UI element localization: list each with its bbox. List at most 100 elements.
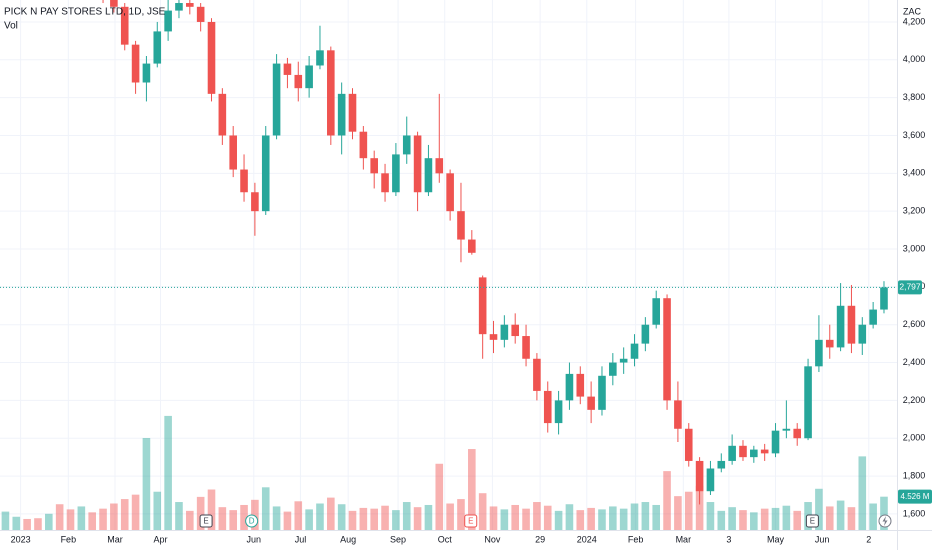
candle-body [229, 135, 237, 170]
volume-bar [370, 508, 378, 530]
x-tick-label: Aug [340, 534, 356, 544]
y-tick-label: 1,600 [903, 508, 926, 518]
volume-pane [1, 415, 888, 530]
volume-bar [348, 510, 357, 530]
y-tick-label: 2,200 [903, 395, 926, 405]
x-tick-label: 2023 [11, 534, 31, 544]
volume-bar [88, 512, 96, 530]
candle-body [815, 339, 823, 367]
candle-body [435, 158, 444, 174]
volume-bar [120, 499, 129, 530]
event-badge [805, 514, 819, 528]
volume-bar [392, 510, 400, 530]
x-tick-label: Oct [438, 534, 453, 544]
x-tick-label: Mar [676, 534, 692, 544]
volume-bar [164, 415, 172, 530]
volume-bar [218, 507, 227, 530]
x-tick-label: Sep [390, 534, 406, 544]
volume-bar [684, 491, 693, 530]
x-tick-label: 3 [726, 534, 731, 544]
volume-bar [316, 503, 324, 530]
event-label: E [203, 517, 208, 526]
event-marker[interactable]: D [245, 514, 259, 528]
candle-body [522, 336, 530, 359]
volume-bar [869, 503, 877, 530]
candle-body [294, 74, 303, 89]
chart-title: PICK N PAY STORES LTD, 1D, JSE [4, 7, 166, 18]
alert-icon[interactable] [878, 514, 892, 528]
volume-bar [750, 512, 758, 530]
volume-bar [609, 506, 617, 530]
x-tick-label: Jul [295, 534, 307, 544]
volume-bar [598, 509, 606, 530]
x-tick-label: May [767, 534, 785, 544]
candle-body [739, 445, 747, 458]
candle-body [652, 298, 661, 325]
volume-bar [337, 504, 346, 530]
y-tick-label: 3,600 [903, 130, 926, 140]
x-tick-label: Feb [61, 534, 77, 544]
volume-bar [739, 510, 747, 530]
volume-bar [66, 509, 75, 530]
candle-body [240, 169, 248, 193]
last-volume-label: 4.526 M [901, 492, 930, 501]
x-tick-label: 2 [866, 534, 871, 544]
event-badge [464, 514, 478, 528]
candle-body [533, 358, 541, 391]
candle-body [554, 400, 563, 424]
x-tick-label: Jun [815, 534, 830, 544]
volume-bar [424, 504, 433, 530]
y-tick-label: 3,000 [903, 243, 926, 253]
volume-bar [23, 518, 31, 530]
y-tick-label: 4,000 [903, 54, 926, 64]
candle-body [674, 400, 682, 429]
y-tick-label: 2,400 [903, 357, 926, 367]
y-tick-label: 2,000 [903, 433, 926, 443]
candle-body [576, 373, 585, 397]
candle-body [695, 460, 704, 492]
volume-bar [1, 511, 10, 530]
volume-bar [468, 449, 476, 530]
candle-body [641, 324, 650, 344]
candle-body [337, 93, 346, 136]
volume-bar [12, 516, 21, 530]
volume-bar [793, 510, 802, 530]
volume-label: Vol [4, 21, 18, 32]
volume-bar [229, 510, 237, 530]
candle-body [457, 211, 465, 240]
currency-label: ZAC [903, 6, 922, 16]
candle-body [175, 3, 183, 11]
volume-bar [110, 503, 118, 530]
candle-body [500, 324, 509, 340]
candle-body [120, 6, 129, 45]
candle-body [565, 373, 574, 401]
price-pane [0, 0, 897, 505]
volume-bar [674, 496, 682, 530]
event-marker[interactable]: E [199, 514, 213, 528]
event-marker[interactable]: E [464, 514, 478, 528]
candle-body [804, 366, 812, 439]
volume-bar [815, 488, 823, 530]
candle-body [413, 135, 422, 193]
volume-bar [402, 502, 411, 530]
volume-bar [760, 508, 769, 530]
candle-body [619, 358, 628, 363]
candle-body [468, 239, 476, 253]
candle-body [381, 173, 389, 193]
candle-body [359, 131, 368, 159]
volume-bar [880, 496, 888, 530]
candle-body [196, 6, 205, 22]
candle-body [782, 428, 791, 431]
candle-body [858, 324, 867, 344]
candle-body [630, 343, 639, 359]
candle-body [283, 63, 292, 75]
candle-body [272, 63, 281, 136]
event-marker[interactable]: E [805, 514, 819, 528]
volume-bar [587, 507, 595, 530]
volume-bar [663, 471, 671, 530]
volume-bar [652, 504, 661, 530]
candle-body [251, 192, 259, 212]
volume-bar [446, 503, 454, 530]
x-tick-label: 29 [535, 534, 545, 544]
